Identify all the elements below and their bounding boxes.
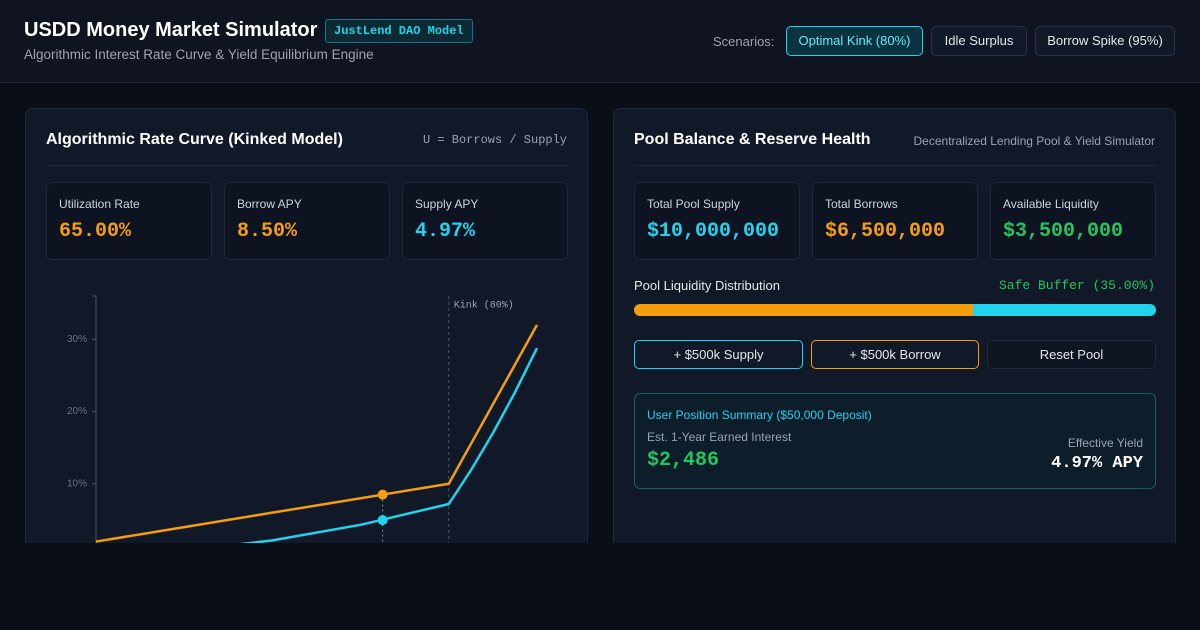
stat-label: Available Liquidity xyxy=(1003,197,1099,211)
stat-label: Total Pool Supply xyxy=(647,197,740,211)
reset-button[interactable]: Reset Pool xyxy=(987,340,1156,369)
header: USDD Money Market Simulator JustLend DAO… xyxy=(0,0,1200,83)
stat-card: Total Pool Supply $10,000,000 xyxy=(634,182,800,260)
stat-card: Borrow APY 8.50% xyxy=(224,182,390,260)
stat-label: Supply APY xyxy=(415,197,479,211)
scenarios-label: Scenarios: xyxy=(713,34,775,49)
interest-value: $2,486 xyxy=(647,449,720,472)
stat-value: 4.97% xyxy=(415,220,476,243)
separator xyxy=(46,165,568,166)
stat-card: Supply APY 4.97% xyxy=(402,182,568,260)
summary-title: User Position Summary ($50,000 Deposit) xyxy=(647,408,872,422)
scenario-button[interactable]: Borrow Spike (95%) xyxy=(1035,26,1175,56)
app-subtitle: Algorithmic Interest Rate Curve & Yield … xyxy=(24,47,374,62)
y-tick-label: 20% xyxy=(67,406,87,417)
yield-label: Effective Yield xyxy=(1067,436,1143,450)
borrow-button[interactable]: + $500k Borrow xyxy=(811,340,979,369)
panel-title: Algorithmic Rate Curve (Kinked Model) xyxy=(46,131,343,148)
supply-button[interactable]: + $500k Supply xyxy=(634,340,803,369)
stat-value: $3,500,000 xyxy=(1003,220,1124,243)
stat-value: $10,000,000 xyxy=(647,220,780,243)
panel-subtitle: Decentralized Lending Pool & Yield Simul… xyxy=(913,134,1155,148)
stat-label: Total Borrows xyxy=(825,197,898,211)
model-badge: JustLend DAO Model xyxy=(325,19,473,43)
rate-chart: 10% 20% 30% Kink (80%) xyxy=(67,295,539,543)
stat-card: Total Borrows $6,500,000 xyxy=(812,182,978,260)
interest-label: Est. 1-Year Earned Interest xyxy=(647,430,792,444)
stat-card: Utilization Rate 65.00% xyxy=(46,182,212,260)
separator xyxy=(634,165,1156,166)
stat-value: $6,500,000 xyxy=(825,220,946,243)
scenario-button[interactable]: Idle Surplus xyxy=(931,26,1027,56)
pool-panel: Pool Balance & Reserve Health Decentrali… xyxy=(613,108,1176,543)
formula: U = Borrows / Supply xyxy=(422,133,567,147)
y-tick-label: 10% xyxy=(67,478,87,489)
kink-label: Kink (80%) xyxy=(454,300,514,312)
rate-curve xyxy=(95,324,539,543)
rate-curve xyxy=(239,347,539,543)
distribution-segment xyxy=(634,304,974,316)
distribution-bar xyxy=(634,304,1156,316)
current-point xyxy=(377,489,388,500)
distribution-segment xyxy=(973,304,1156,316)
rate-panel: Algorithmic Rate Curve (Kinked Model) U … xyxy=(25,108,588,543)
stat-label: Utilization Rate xyxy=(59,197,140,211)
panel-title: Pool Balance & Reserve Health xyxy=(634,131,871,148)
buffer-label: Safe Buffer (35.00%) xyxy=(998,278,1155,293)
viewport: USDD Money Market Simulator JustLend DAO… xyxy=(0,0,1200,543)
app-title: USDD Money Market Simulator xyxy=(24,19,318,41)
summary-box: User Position Summary ($50,000 Deposit) … xyxy=(634,393,1156,489)
yield-value: 4.97% APY xyxy=(1051,454,1143,473)
stat-card: Available Liquidity $3,500,000 xyxy=(990,182,1156,260)
stat-value: 8.50% xyxy=(237,220,298,243)
stat-value: 65.00% xyxy=(59,220,132,243)
distribution-label: Pool Liquidity Distribution xyxy=(634,278,780,293)
stat-label: Borrow APY xyxy=(237,197,302,211)
scenario-button[interactable]: Optimal Kink (80%) xyxy=(786,26,923,56)
y-tick-label: 30% xyxy=(67,334,87,345)
current-point xyxy=(377,515,388,526)
